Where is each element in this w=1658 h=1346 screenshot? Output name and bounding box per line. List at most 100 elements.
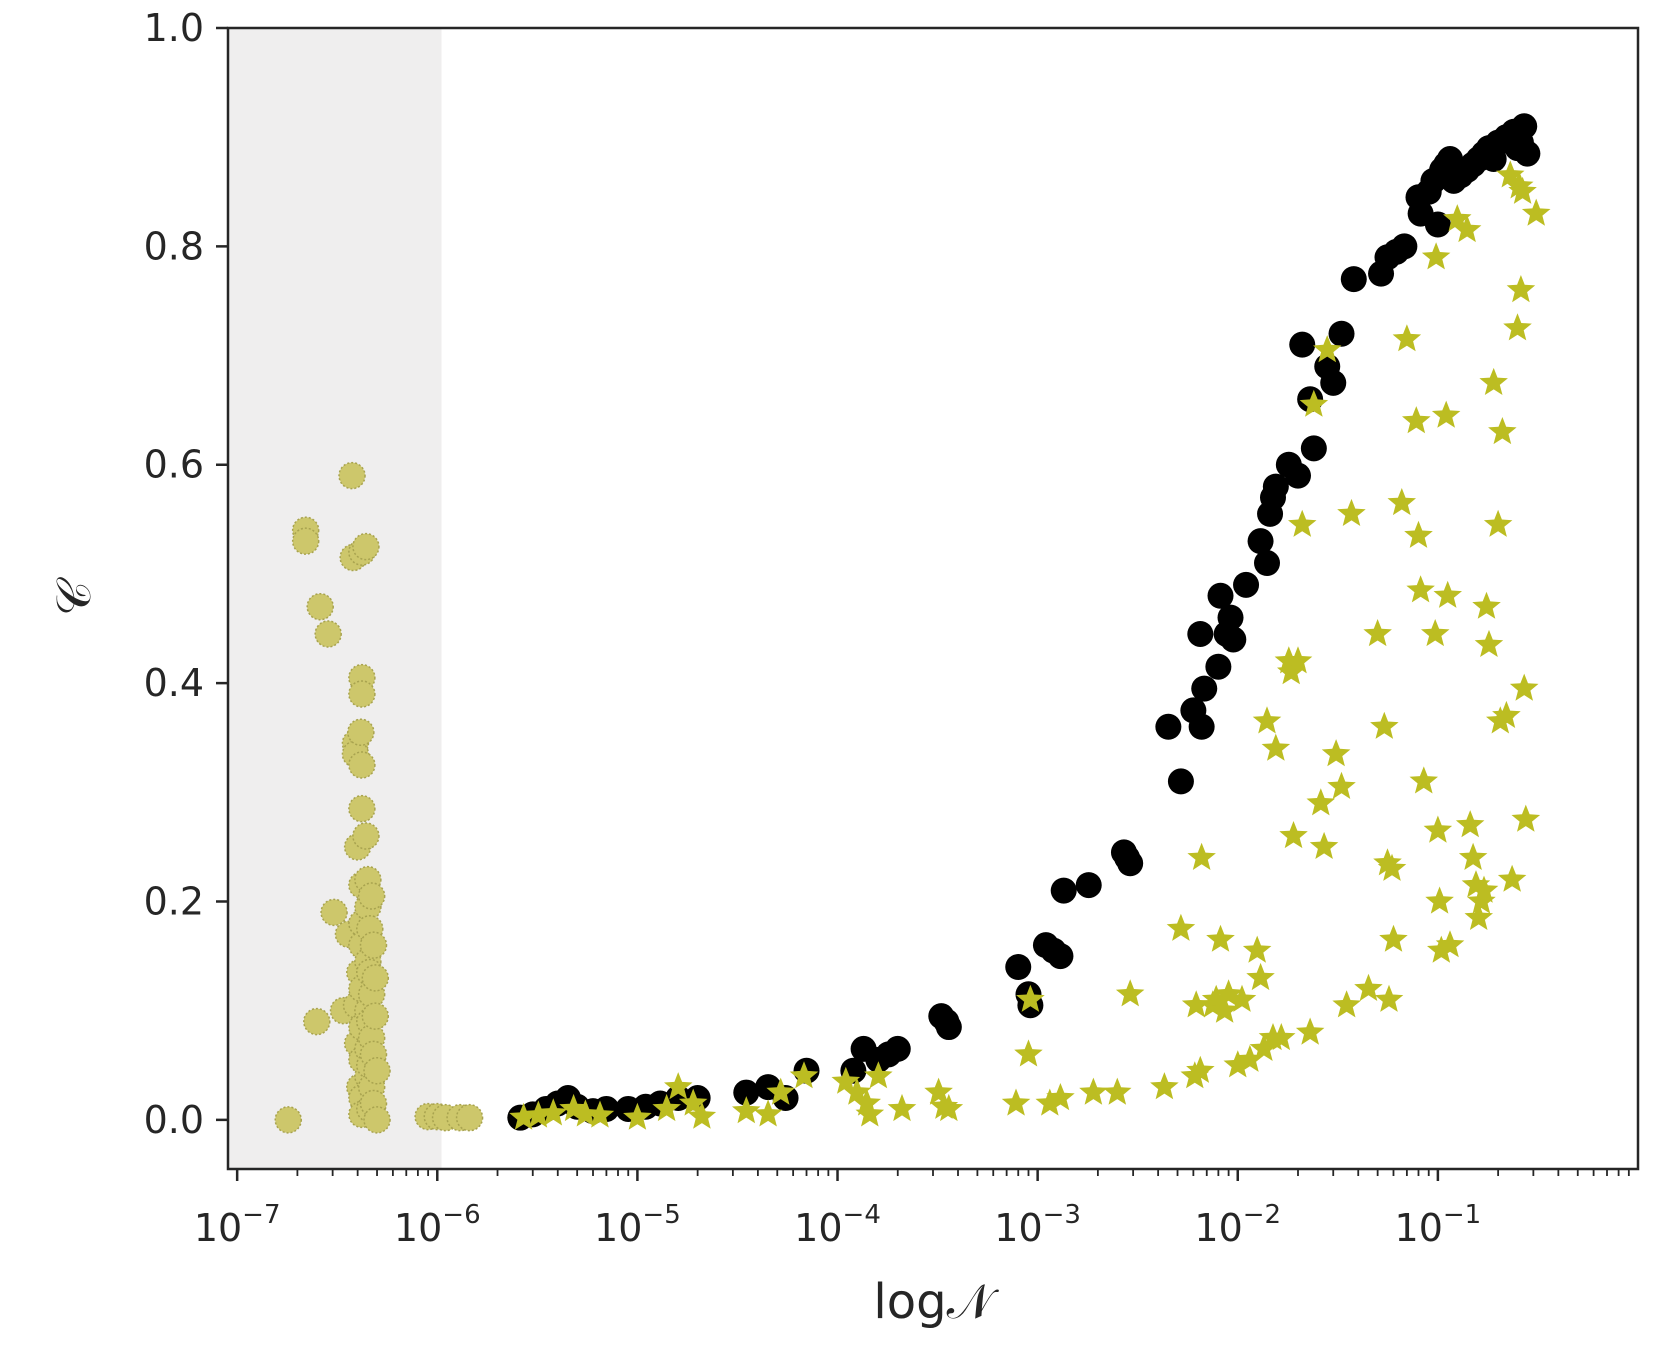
x-tick-label: 10−6 <box>394 1200 481 1250</box>
data-point <box>1283 646 1313 674</box>
data-point <box>455 1103 484 1132</box>
data-point <box>348 751 376 779</box>
data-point <box>842 1077 872 1105</box>
data-point <box>1511 113 1538 140</box>
data-point <box>1001 1088 1031 1116</box>
data-point <box>1300 435 1327 462</box>
data-point <box>1391 233 1418 260</box>
data-point <box>1474 629 1504 657</box>
data-point <box>1187 620 1214 647</box>
data-point <box>1075 872 1102 899</box>
x-tick-label: 10−4 <box>794 1200 881 1250</box>
data-point <box>1246 962 1275 991</box>
data-point <box>1191 675 1218 702</box>
data-point <box>1201 984 1231 1012</box>
data-point <box>1340 266 1367 293</box>
data-point <box>1285 462 1312 489</box>
shaded-region <box>228 28 442 1169</box>
data-point <box>1409 766 1438 794</box>
data-point <box>1150 1072 1179 1100</box>
data-point <box>1166 913 1196 941</box>
data-point <box>1205 653 1232 680</box>
data-point <box>1035 1088 1065 1116</box>
data-point <box>274 1106 302 1134</box>
data-point <box>1424 211 1451 238</box>
data-point <box>314 620 342 648</box>
data-point <box>1488 417 1517 445</box>
data-point <box>291 527 320 555</box>
data-point <box>1492 700 1521 728</box>
data-point <box>1181 990 1211 1018</box>
data-point <box>1483 509 1513 537</box>
data-point <box>855 1099 885 1127</box>
data-point <box>1461 870 1491 898</box>
data-point <box>1406 575 1435 603</box>
x-tick-label: 10−7 <box>194 1200 281 1250</box>
data-point <box>1511 804 1541 832</box>
data-point <box>789 1061 819 1089</box>
data-point <box>1427 935 1456 963</box>
data-point <box>1509 673 1539 701</box>
data-point <box>1392 324 1422 352</box>
data-point <box>1505 171 1534 199</box>
x-tick-label: 10−3 <box>994 1200 1081 1250</box>
data-point <box>1242 935 1272 963</box>
x-tick-label: 10−1 <box>1395 1200 1482 1250</box>
data-point <box>1279 821 1308 849</box>
data-point <box>338 461 366 490</box>
data-point <box>1299 389 1329 417</box>
data-point <box>1425 886 1454 914</box>
data-point <box>1188 713 1215 740</box>
data-point <box>361 964 390 992</box>
data-point <box>1496 160 1525 188</box>
data-point <box>1155 713 1182 740</box>
data-point <box>1214 979 1243 1007</box>
data-point <box>1227 984 1257 1012</box>
data-point <box>1249 1033 1279 1061</box>
data-point <box>1014 1039 1043 1067</box>
data-point <box>524 1100 553 1128</box>
data-point <box>352 822 380 850</box>
data-point <box>1435 930 1465 958</box>
data-point <box>359 931 388 959</box>
data-point <box>1469 875 1499 903</box>
data-point <box>509 1102 538 1130</box>
y-tick-label: 0.8 <box>144 224 204 268</box>
data-point <box>303 1007 331 1036</box>
data-point <box>1421 242 1451 270</box>
data-point <box>1337 498 1366 526</box>
data-point <box>1267 1023 1296 1051</box>
data-point <box>1332 990 1361 1018</box>
x-axis-label: log𝒩 <box>873 1274 999 1330</box>
data-point <box>363 1106 391 1134</box>
data-point <box>1047 943 1074 970</box>
data-point <box>1295 1017 1325 1045</box>
data-point <box>1506 275 1536 303</box>
data-point <box>1262 473 1289 500</box>
data-point <box>1206 924 1235 952</box>
x-tick-label: 10−5 <box>594 1200 681 1250</box>
data-point <box>1103 1077 1132 1105</box>
data-point <box>1503 313 1532 341</box>
data-point <box>1433 580 1462 608</box>
data-point <box>1313 335 1342 363</box>
data-point <box>852 1088 881 1116</box>
data-point <box>585 1100 615 1128</box>
data-point <box>1046 1083 1075 1111</box>
y-tick-label: 0.0 <box>144 1098 204 1142</box>
y-axis-label: 𝒞 <box>46 577 102 616</box>
data-point <box>1497 864 1527 892</box>
y-tick-label: 1.0 <box>144 6 204 50</box>
y-axis: 0.0 0.2 0.4 0.6 0.8 1.0 <box>144 6 228 1142</box>
data-point <box>884 1035 911 1062</box>
data-point <box>1252 706 1282 734</box>
data-point <box>733 1079 760 1106</box>
data-point <box>1321 739 1351 767</box>
data-point <box>1187 842 1216 870</box>
y-tick-label: 0.2 <box>144 879 204 923</box>
data-point <box>732 1096 761 1124</box>
data-point <box>1235 1044 1265 1072</box>
data-point <box>1247 528 1274 555</box>
data-point <box>1261 733 1291 761</box>
data-point <box>1117 850 1144 877</box>
